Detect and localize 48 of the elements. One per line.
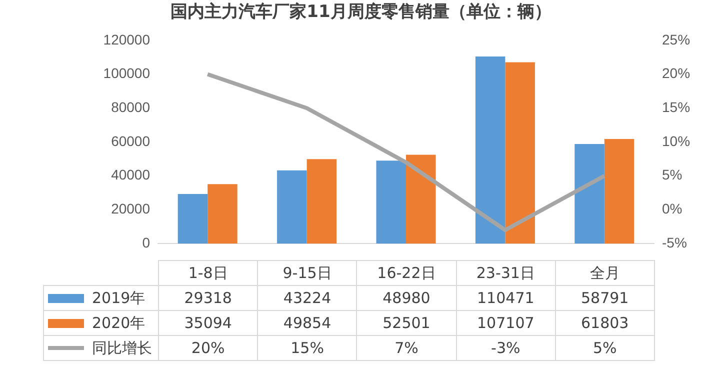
- data-label: 7%: [356, 336, 456, 360]
- y2-tick-label: 0%: [662, 200, 682, 217]
- y-tick-label: 0: [142, 234, 150, 250]
- y2-tick-label: 15%: [662, 98, 690, 115]
- bar: [475, 56, 506, 244]
- data-label: -3%: [456, 336, 556, 360]
- y-tick-label: 100000: [103, 65, 150, 82]
- data-label: 29318: [158, 286, 258, 310]
- y-tick-label: 20000: [111, 200, 150, 217]
- bar: [208, 184, 238, 244]
- y2-tick-label: 25%: [662, 31, 690, 48]
- data-label: 52501: [356, 310, 456, 336]
- legend-label: 2019年: [44, 286, 158, 310]
- legend-label: 同比增长: [44, 336, 158, 360]
- bar: [574, 144, 604, 244]
- y-tick-label: 60000: [111, 132, 150, 149]
- x-tick-label: 9-15日: [258, 260, 357, 286]
- bar: [277, 170, 307, 244]
- data-label: 49854: [258, 310, 357, 336]
- data-label: 43224: [258, 286, 357, 310]
- y-tick-label: 120000: [103, 31, 150, 48]
- bar: [406, 154, 436, 244]
- data-label: 110471: [456, 286, 556, 310]
- y-tick-label: 80000: [111, 98, 150, 115]
- x-tick-label: 16-22日: [356, 260, 456, 286]
- data-label: 107107: [456, 310, 556, 336]
- bar: [306, 159, 337, 244]
- y2-tick-label: -5%: [662, 234, 687, 250]
- data-label: 5%: [555, 336, 654, 360]
- y-tick-label: 40000: [111, 166, 150, 183]
- bar: [604, 138, 634, 244]
- chart-title: 国内主力汽车厂家11月周度零售销量（单位：辆）: [170, 1, 552, 24]
- y2-tick-label: 5%: [662, 166, 682, 183]
- data-label: 58791: [555, 286, 654, 310]
- bar: [505, 62, 535, 244]
- x-tick-label: 1-8日: [158, 260, 258, 286]
- legend-label: 2020年: [44, 310, 158, 336]
- data-label: 61803: [555, 310, 654, 336]
- data-label: 48980: [356, 286, 456, 310]
- data-label: 15%: [258, 336, 357, 360]
- bar: [376, 160, 406, 244]
- y2-tick-label: 10%: [662, 132, 690, 149]
- data-label: 35094: [158, 310, 258, 336]
- x-tick-label: 全月: [555, 260, 654, 286]
- y2-tick-label: 20%: [662, 65, 690, 82]
- bar: [178, 194, 208, 244]
- x-tick-label: 23-31日: [456, 260, 556, 286]
- data-label: 20%: [158, 336, 258, 360]
